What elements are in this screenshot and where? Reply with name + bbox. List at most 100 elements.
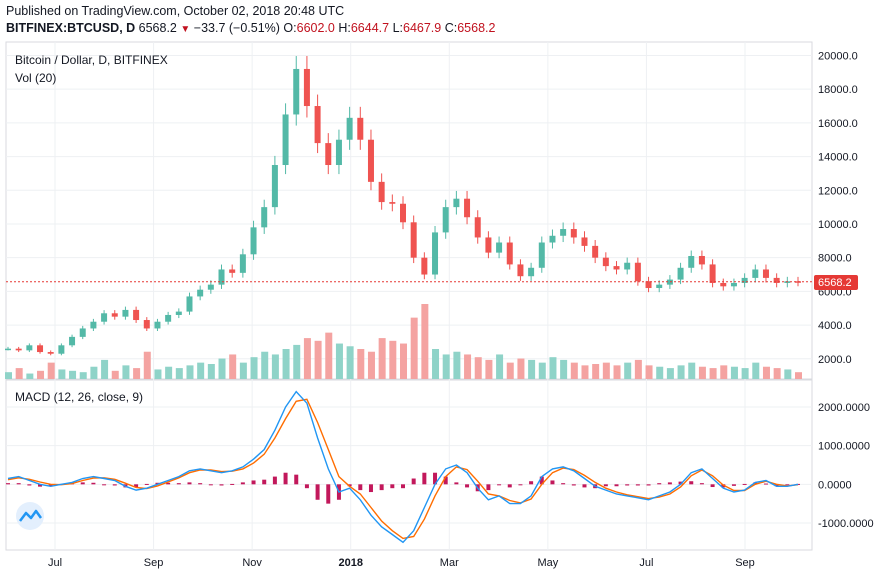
candle-body <box>293 68 300 115</box>
volume-bar <box>496 354 504 379</box>
volume-bar <box>549 357 557 379</box>
macd-histogram-bar <box>38 484 43 487</box>
candle-body <box>122 309 129 317</box>
candle-body <box>357 117 364 140</box>
volume-bar <box>474 357 482 379</box>
volume-bar <box>453 351 461 379</box>
macd-histogram-bar <box>16 483 21 485</box>
last-price: 6568.2 <box>138 21 177 35</box>
volume-bar <box>592 364 600 379</box>
macd-histogram-bar <box>102 484 107 486</box>
volume-bar <box>421 304 429 379</box>
macd-histogram-bar <box>507 484 512 488</box>
volume-bar <box>666 368 674 379</box>
volume-bar <box>698 366 706 379</box>
candle-body <box>496 242 503 253</box>
time-tick-label: Jul <box>639 557 653 569</box>
candle-body <box>261 207 268 228</box>
macd-histogram-bar <box>155 482 160 485</box>
volume-bar <box>58 369 66 379</box>
candle-body <box>613 266 620 270</box>
candle-body <box>314 106 321 144</box>
price-tick-label: 20000.0 <box>818 50 858 62</box>
candle-body <box>645 281 652 289</box>
volume-bar <box>581 365 589 379</box>
macd-histogram-bar <box>433 472 438 485</box>
price-tick-label: 10000.0 <box>818 219 858 231</box>
candle-body <box>186 296 193 312</box>
volume-bar <box>517 358 525 379</box>
candle-body <box>229 269 236 273</box>
macd-histogram-bar <box>6 483 10 485</box>
chart-header: Published on TradingView.com, October 02… <box>0 0 886 40</box>
candle-body <box>47 352 54 354</box>
candle-body <box>570 229 577 238</box>
macd-histogram-bar <box>742 483 747 485</box>
candle-body <box>101 313 108 322</box>
macd-pane-title: MACD (12, 26, close, 9) <box>15 390 143 404</box>
price-tick-label: 8000.0 <box>818 253 852 265</box>
macd-histogram-bar <box>166 482 171 485</box>
candle-body <box>421 257 428 275</box>
candle-body <box>5 348 11 351</box>
macd-histogram-bar <box>27 484 32 486</box>
signal-line <box>7 398 799 540</box>
price-badge: 6568.2 <box>814 275 858 290</box>
volume-bar <box>506 362 514 379</box>
macd-histogram-bar <box>571 484 576 486</box>
volume-bar <box>720 365 728 379</box>
open-value: 6602.0 <box>296 21 335 35</box>
candle-body <box>389 202 396 204</box>
time-tick-label: May <box>537 557 558 569</box>
volume-bar <box>464 354 472 379</box>
volume-bar <box>229 354 237 379</box>
macd-histogram-bar <box>763 483 768 485</box>
candle-body <box>538 242 545 268</box>
macd-histogram-bar <box>347 484 352 487</box>
macd-histogram-bar <box>230 483 235 485</box>
time-tick-label: Sep <box>144 557 164 569</box>
macd-histogram-bar <box>518 484 523 486</box>
volume-bar <box>239 362 247 379</box>
volume-bar <box>5 372 12 379</box>
volume-bar <box>303 338 311 379</box>
volume-bar <box>432 349 440 379</box>
volume-bar <box>677 365 685 379</box>
close-value: 6568.2 <box>457 21 496 35</box>
candle-body <box>762 269 769 278</box>
macd-histogram-bar <box>689 481 694 485</box>
macd-histogram-bar <box>614 484 619 487</box>
macd-histogram-bar <box>144 483 149 485</box>
volume-bar <box>90 366 98 379</box>
volume-bar <box>367 351 375 379</box>
volume-bar <box>143 351 151 379</box>
price-badge-label: 6568.2 <box>818 277 852 289</box>
volume-bar <box>15 368 23 379</box>
candle-body <box>677 267 684 280</box>
time-tick-label: Nov <box>242 557 262 569</box>
macd-histogram-bar <box>422 472 427 485</box>
candle-body <box>282 114 289 166</box>
volume-bar <box>175 368 183 379</box>
volume-bar <box>709 368 717 379</box>
candle-body <box>207 284 214 290</box>
macd-histogram-bar <box>667 482 672 485</box>
macd-histogram-bar <box>272 476 277 485</box>
macd-histogram-bar <box>731 484 736 486</box>
candle-body <box>602 257 609 267</box>
candle-body <box>271 165 278 208</box>
candle-body <box>474 217 481 238</box>
macd-histogram-bar <box>411 478 416 485</box>
volume-bar <box>773 368 781 379</box>
low-value: 6467.9 <box>403 21 442 35</box>
price-pane-frame <box>5 41 813 380</box>
symbol-label[interactable]: BITFINEX:BTCUSD, D <box>6 21 136 35</box>
candle-body <box>485 237 492 253</box>
volume-bar <box>111 370 119 379</box>
macd-histogram-bar <box>283 472 288 485</box>
macd-histogram-bar <box>529 481 534 485</box>
macd-histogram-bar <box>390 484 395 489</box>
macd-histogram-bar <box>443 476 448 485</box>
tradingview-logo-icon[interactable] <box>16 502 44 530</box>
